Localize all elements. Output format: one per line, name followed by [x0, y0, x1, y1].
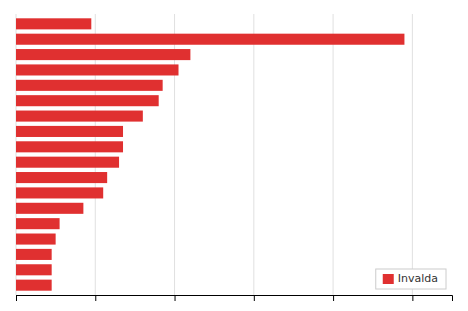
plot: Invalda	[16, 14, 453, 301]
x-tick-mark	[175, 295, 176, 301]
x-tick	[412, 295, 413, 301]
bar	[16, 218, 60, 229]
bar	[16, 64, 179, 75]
bar	[16, 249, 52, 260]
bars	[16, 18, 404, 290]
bar	[16, 34, 404, 45]
bar	[16, 80, 163, 91]
x-tick-mark	[16, 295, 17, 301]
bar	[16, 203, 83, 214]
x-tick	[254, 295, 255, 301]
chart: Invalda	[0, 0, 468, 311]
bar	[16, 264, 52, 275]
x-tick	[95, 295, 96, 301]
bar	[16, 187, 103, 198]
x-axis-line	[17, 296, 453, 302]
x-tick-mark	[95, 295, 96, 301]
x-tick-mark	[254, 295, 255, 301]
x-tick-mark	[412, 295, 413, 301]
x-tick-mark	[333, 295, 334, 301]
bar	[16, 141, 123, 152]
x-axis	[17, 295, 453, 301]
bar	[16, 280, 52, 291]
legend-label: Invalda	[398, 272, 438, 285]
x-tick	[16, 295, 17, 301]
bar	[16, 18, 91, 29]
bar	[16, 126, 123, 137]
bar	[16, 49, 190, 60]
legend-swatch	[383, 274, 394, 284]
legend: Invalda	[376, 269, 446, 289]
grid	[16, 14, 412, 295]
x-tick	[333, 295, 334, 301]
bar	[16, 157, 119, 168]
legend-box	[376, 269, 446, 289]
bar	[16, 111, 143, 122]
x-tick	[175, 295, 176, 301]
grid-line	[412, 14, 413, 295]
bar	[16, 95, 159, 106]
grid-line	[333, 14, 334, 295]
grid-line	[253, 14, 254, 295]
bar	[16, 172, 107, 183]
bar	[16, 234, 56, 245]
